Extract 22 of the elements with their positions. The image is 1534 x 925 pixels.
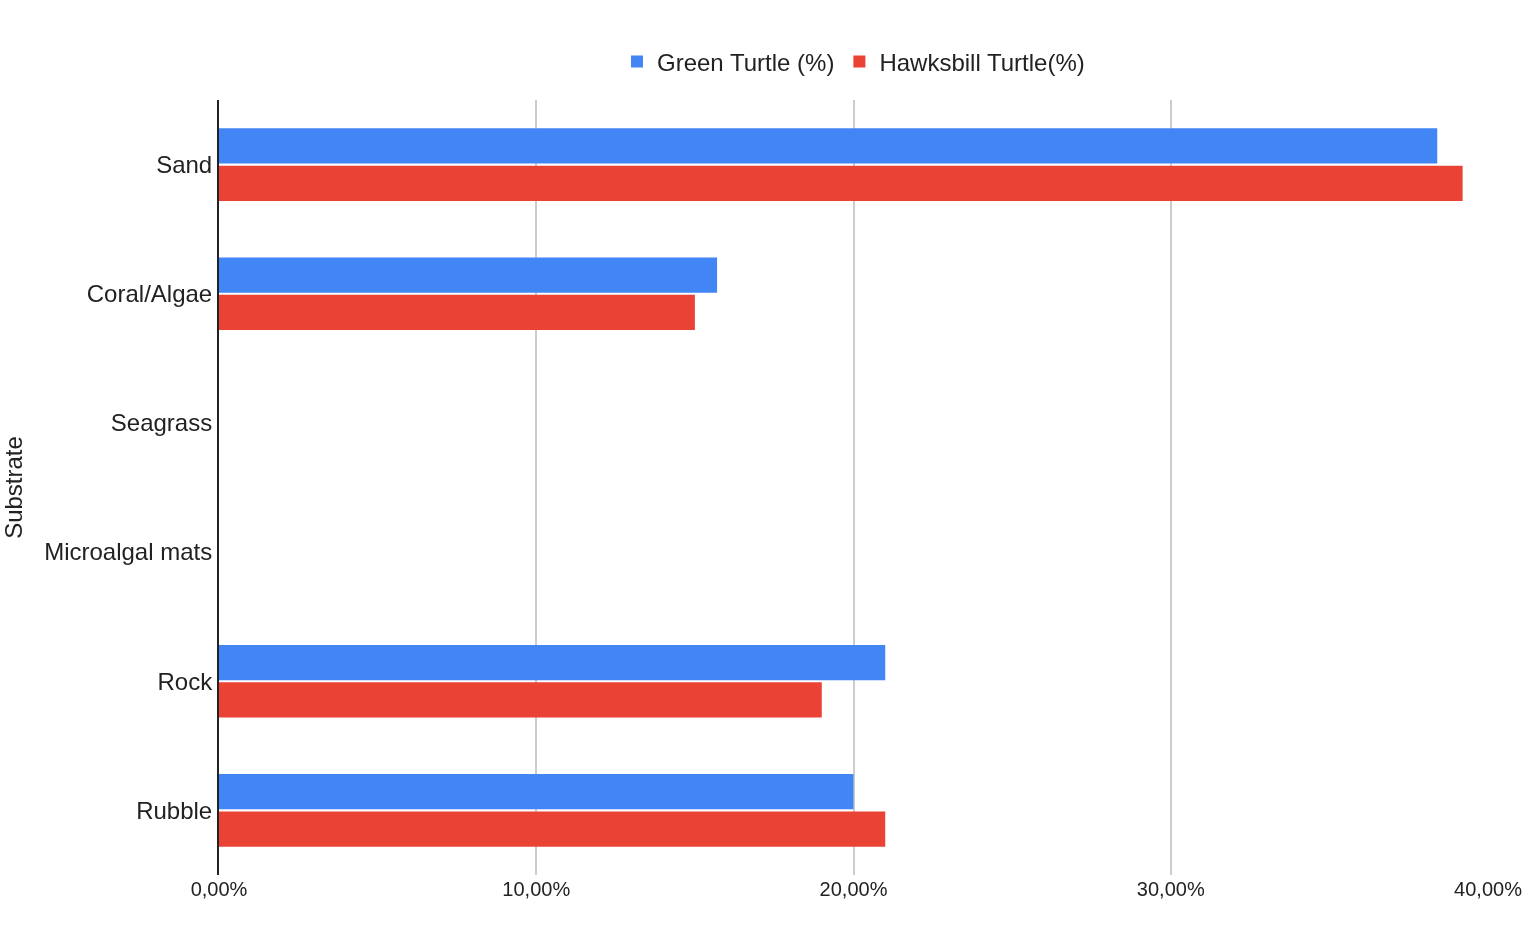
x-tick-label: 40,00%	[1454, 878, 1523, 900]
bar	[219, 257, 718, 293]
y-tick-label: Seagrass	[110, 409, 213, 437]
bar	[219, 682, 822, 718]
bar	[219, 128, 1438, 164]
bar	[219, 294, 695, 331]
y-tick-label: Rock	[157, 667, 214, 695]
y-tick-label: Rubble	[136, 796, 213, 824]
bar	[219, 644, 886, 681]
legend-label: Hawksbill Turtle(%)	[879, 48, 1085, 76]
legend-label: Green Turtle (%)	[657, 48, 835, 76]
bar	[219, 811, 886, 847]
x-tick-label: 0,00%	[190, 878, 248, 900]
x-tick-label: 30,00%	[1136, 878, 1205, 900]
y-tick-label: Microalgal mats	[44, 538, 213, 566]
x-tick-label: 20,00%	[819, 878, 888, 900]
bar	[219, 774, 854, 810]
bar	[219, 165, 1463, 201]
y-tick-label: Coral/Algae	[86, 280, 213, 308]
x-tick-label: 10,00%	[502, 878, 571, 900]
y-tick-label: Sand	[156, 150, 213, 178]
y-axis-title: Substrate	[0, 436, 27, 539]
